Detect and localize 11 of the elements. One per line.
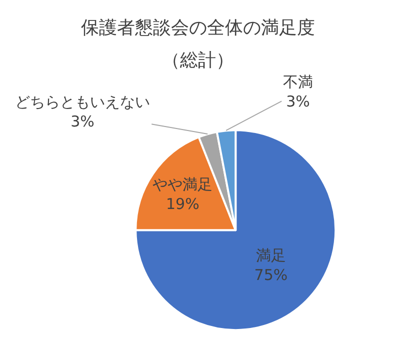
- data-label: 3%: [286, 92, 310, 110]
- slice-label: どちらともいえない: [15, 93, 150, 111]
- data-label: 3%: [70, 112, 94, 130]
- data-label: 75%: [254, 266, 288, 284]
- chart-subtitle: （総計）: [162, 50, 234, 71]
- chart-title: 保護者懇談会の全体の満足度: [81, 17, 315, 38]
- slice-label: 不満: [283, 73, 313, 91]
- pie-slice: [134, 129, 337, 331]
- slice-label: やや満足: [152, 175, 213, 194]
- data-label: 19%: [166, 194, 200, 213]
- slice-label: 満足: [256, 246, 286, 265]
